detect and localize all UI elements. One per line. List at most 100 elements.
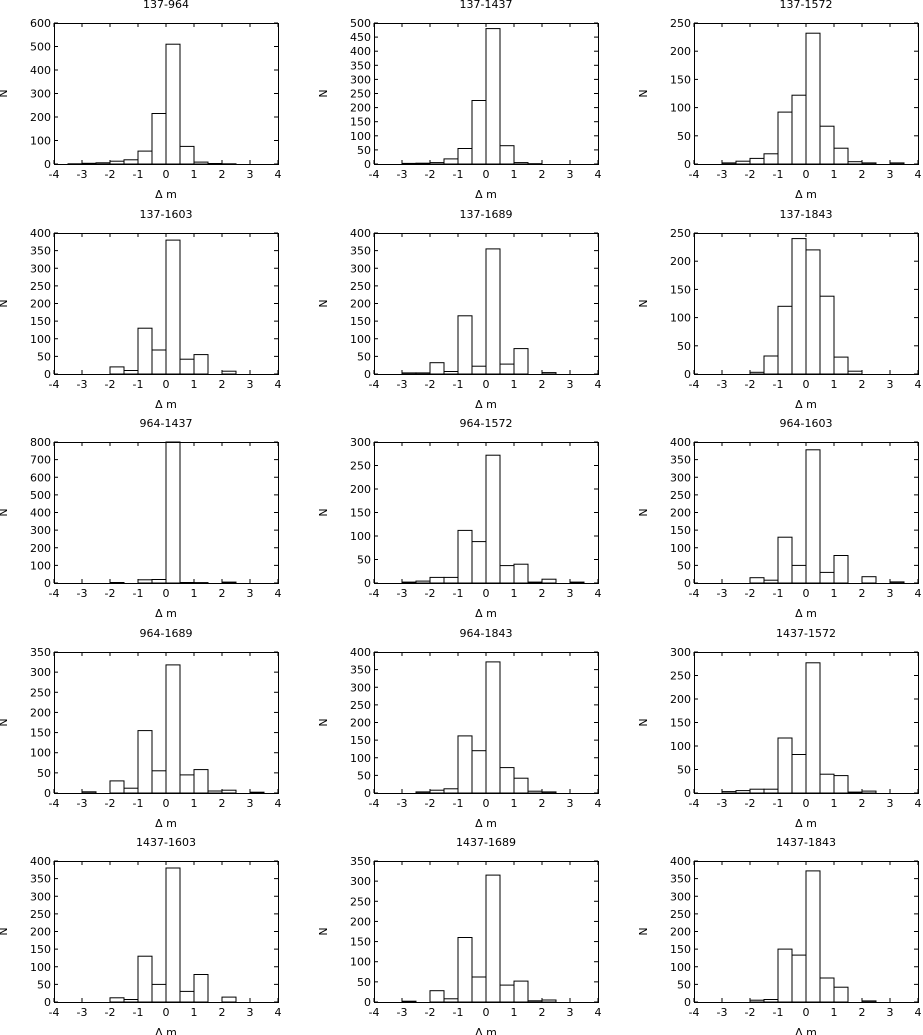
y-tick-label: 150 <box>350 936 371 949</box>
x-tick-label: 2 <box>219 587 226 600</box>
histogram-bar <box>749 999 765 1003</box>
y-axis-label: N <box>637 299 650 307</box>
y-tick-label: 100 <box>30 135 51 148</box>
x-axis-label: Δ m <box>795 398 817 411</box>
histogram-bar <box>721 162 737 165</box>
histogram-bar <box>819 773 835 794</box>
histogram-bars <box>67 43 237 165</box>
x-axis-label: Δ m <box>475 817 497 830</box>
histogram-bar <box>819 977 835 1003</box>
histogram-bar <box>527 1000 543 1003</box>
x-tick-label: 4 <box>915 1006 922 1019</box>
y-tick-label: 100 <box>30 747 51 760</box>
histogram-bar <box>513 563 529 584</box>
x-tick-label: -2 <box>745 168 756 181</box>
x-axis-label: Δ m <box>475 188 497 201</box>
histogram-bar <box>415 791 431 794</box>
histogram-bar <box>861 1000 877 1003</box>
histogram-bar <box>249 791 265 794</box>
y-tick-label: 250 <box>350 460 371 473</box>
x-tick-label: -3 <box>77 797 88 810</box>
histogram-bars <box>401 28 543 165</box>
y-tick-label: 100 <box>350 752 371 765</box>
x-tick-label: -2 <box>105 797 116 810</box>
y-tick-label: 150 <box>350 734 371 747</box>
y-tick-label: 250 <box>670 670 691 683</box>
y-axis-label: N <box>317 89 330 97</box>
y-tick-label: 600 <box>30 471 51 484</box>
histogram-bar <box>847 370 863 375</box>
x-tick-label: -2 <box>105 587 116 600</box>
y-tick-label: 100 <box>670 542 691 555</box>
x-tick-label: -1 <box>773 797 784 810</box>
histogram-bar <box>179 774 195 794</box>
x-tick-label: -3 <box>77 378 88 391</box>
x-tick-label: -4 <box>49 587 60 600</box>
y-tick-label: 50 <box>677 978 691 991</box>
histogram-panel: -4 -3 -2 -1 0 1 2 3 4 0 50 100 150 200 250 300 350 964-16… <box>0 627 282 830</box>
y-tick-label: 200 <box>670 693 691 706</box>
y-tick-label: 400 <box>670 436 691 449</box>
panel-title: 964-1572 <box>460 417 513 430</box>
y-tick-label: 0 <box>364 996 371 1009</box>
y-tick-label: 100 <box>30 961 51 974</box>
y-axis-label: N <box>0 89 10 97</box>
histogram-bar <box>499 767 515 794</box>
y-tick-label: 350 <box>30 646 51 659</box>
y-tick-label: 800 <box>30 436 51 449</box>
histogram-bar <box>513 777 529 794</box>
x-tick-label: -4 <box>689 168 700 181</box>
histogram-bars <box>81 664 265 794</box>
x-tick-label: -1 <box>133 587 144 600</box>
x-axis-label: Δ m <box>475 607 497 620</box>
histogram-bar <box>805 249 821 375</box>
panel-title: 964-1689 <box>140 627 193 640</box>
y-tick-label: 300 <box>350 875 371 888</box>
x-tick-label: 3 <box>887 587 894 600</box>
histogram-bar <box>429 990 445 1003</box>
histogram-panel: -4 -3 -2 -1 0 1 2 3 4 0 50 100 150 200 250 300 350 400 137… <box>317 208 602 411</box>
histogram-bar <box>429 576 445 584</box>
histogram-bars <box>721 662 877 794</box>
y-tick-label: 200 <box>30 111 51 124</box>
y-axis-label: N <box>0 508 10 516</box>
x-tick-label: 1 <box>511 587 518 600</box>
histogram-bar <box>429 789 445 794</box>
histogram-bar <box>95 162 111 165</box>
histogram-bar <box>471 365 487 375</box>
histogram-bar <box>179 582 195 584</box>
y-tick-label: 250 <box>350 895 371 908</box>
x-tick-label: 3 <box>567 797 574 810</box>
x-tick-label: 1 <box>191 378 198 391</box>
x-tick-label: 0 <box>483 168 490 181</box>
y-tick-label: 250 <box>30 908 51 921</box>
y-tick-label: 400 <box>350 45 371 58</box>
y-tick-label: 0 <box>364 158 371 171</box>
histogram-panel: -4 -3 -2 -1 0 1 2 3 4 0 50 100 150 200 250 137-1843 Δ m N <box>637 208 922 411</box>
histogram-bar <box>137 579 153 584</box>
histogram-panel: -4 -3 -2 -1 0 1 2 3 4 0 50 100 150 200 250 300 350 400 143… <box>0 836 282 1035</box>
histogram-bar <box>193 354 209 375</box>
x-tick-label: 1 <box>511 378 518 391</box>
x-tick-label: -4 <box>49 378 60 391</box>
x-tick-label: 0 <box>803 1006 810 1019</box>
histogram-bar <box>569 581 585 584</box>
histogram-bar <box>221 581 237 584</box>
y-tick-label: 50 <box>357 554 371 567</box>
x-tick-label: 2 <box>539 797 546 810</box>
panel-title: 964-1437 <box>140 417 193 430</box>
y-tick-label: 0 <box>684 996 691 1009</box>
x-tick-label: 0 <box>803 797 810 810</box>
x-tick-label: 1 <box>511 168 518 181</box>
histogram-bar <box>763 579 779 584</box>
histogram-bar <box>401 581 417 584</box>
x-tick-label: 4 <box>275 168 282 181</box>
histogram-bar <box>513 980 529 1003</box>
x-tick-label: 2 <box>539 378 546 391</box>
x-tick-label: -2 <box>745 1006 756 1019</box>
x-tick-label: 0 <box>483 587 490 600</box>
y-axis-label: N <box>637 718 650 726</box>
x-axis-label: Δ m <box>795 817 817 830</box>
histogram-bar <box>137 150 153 165</box>
